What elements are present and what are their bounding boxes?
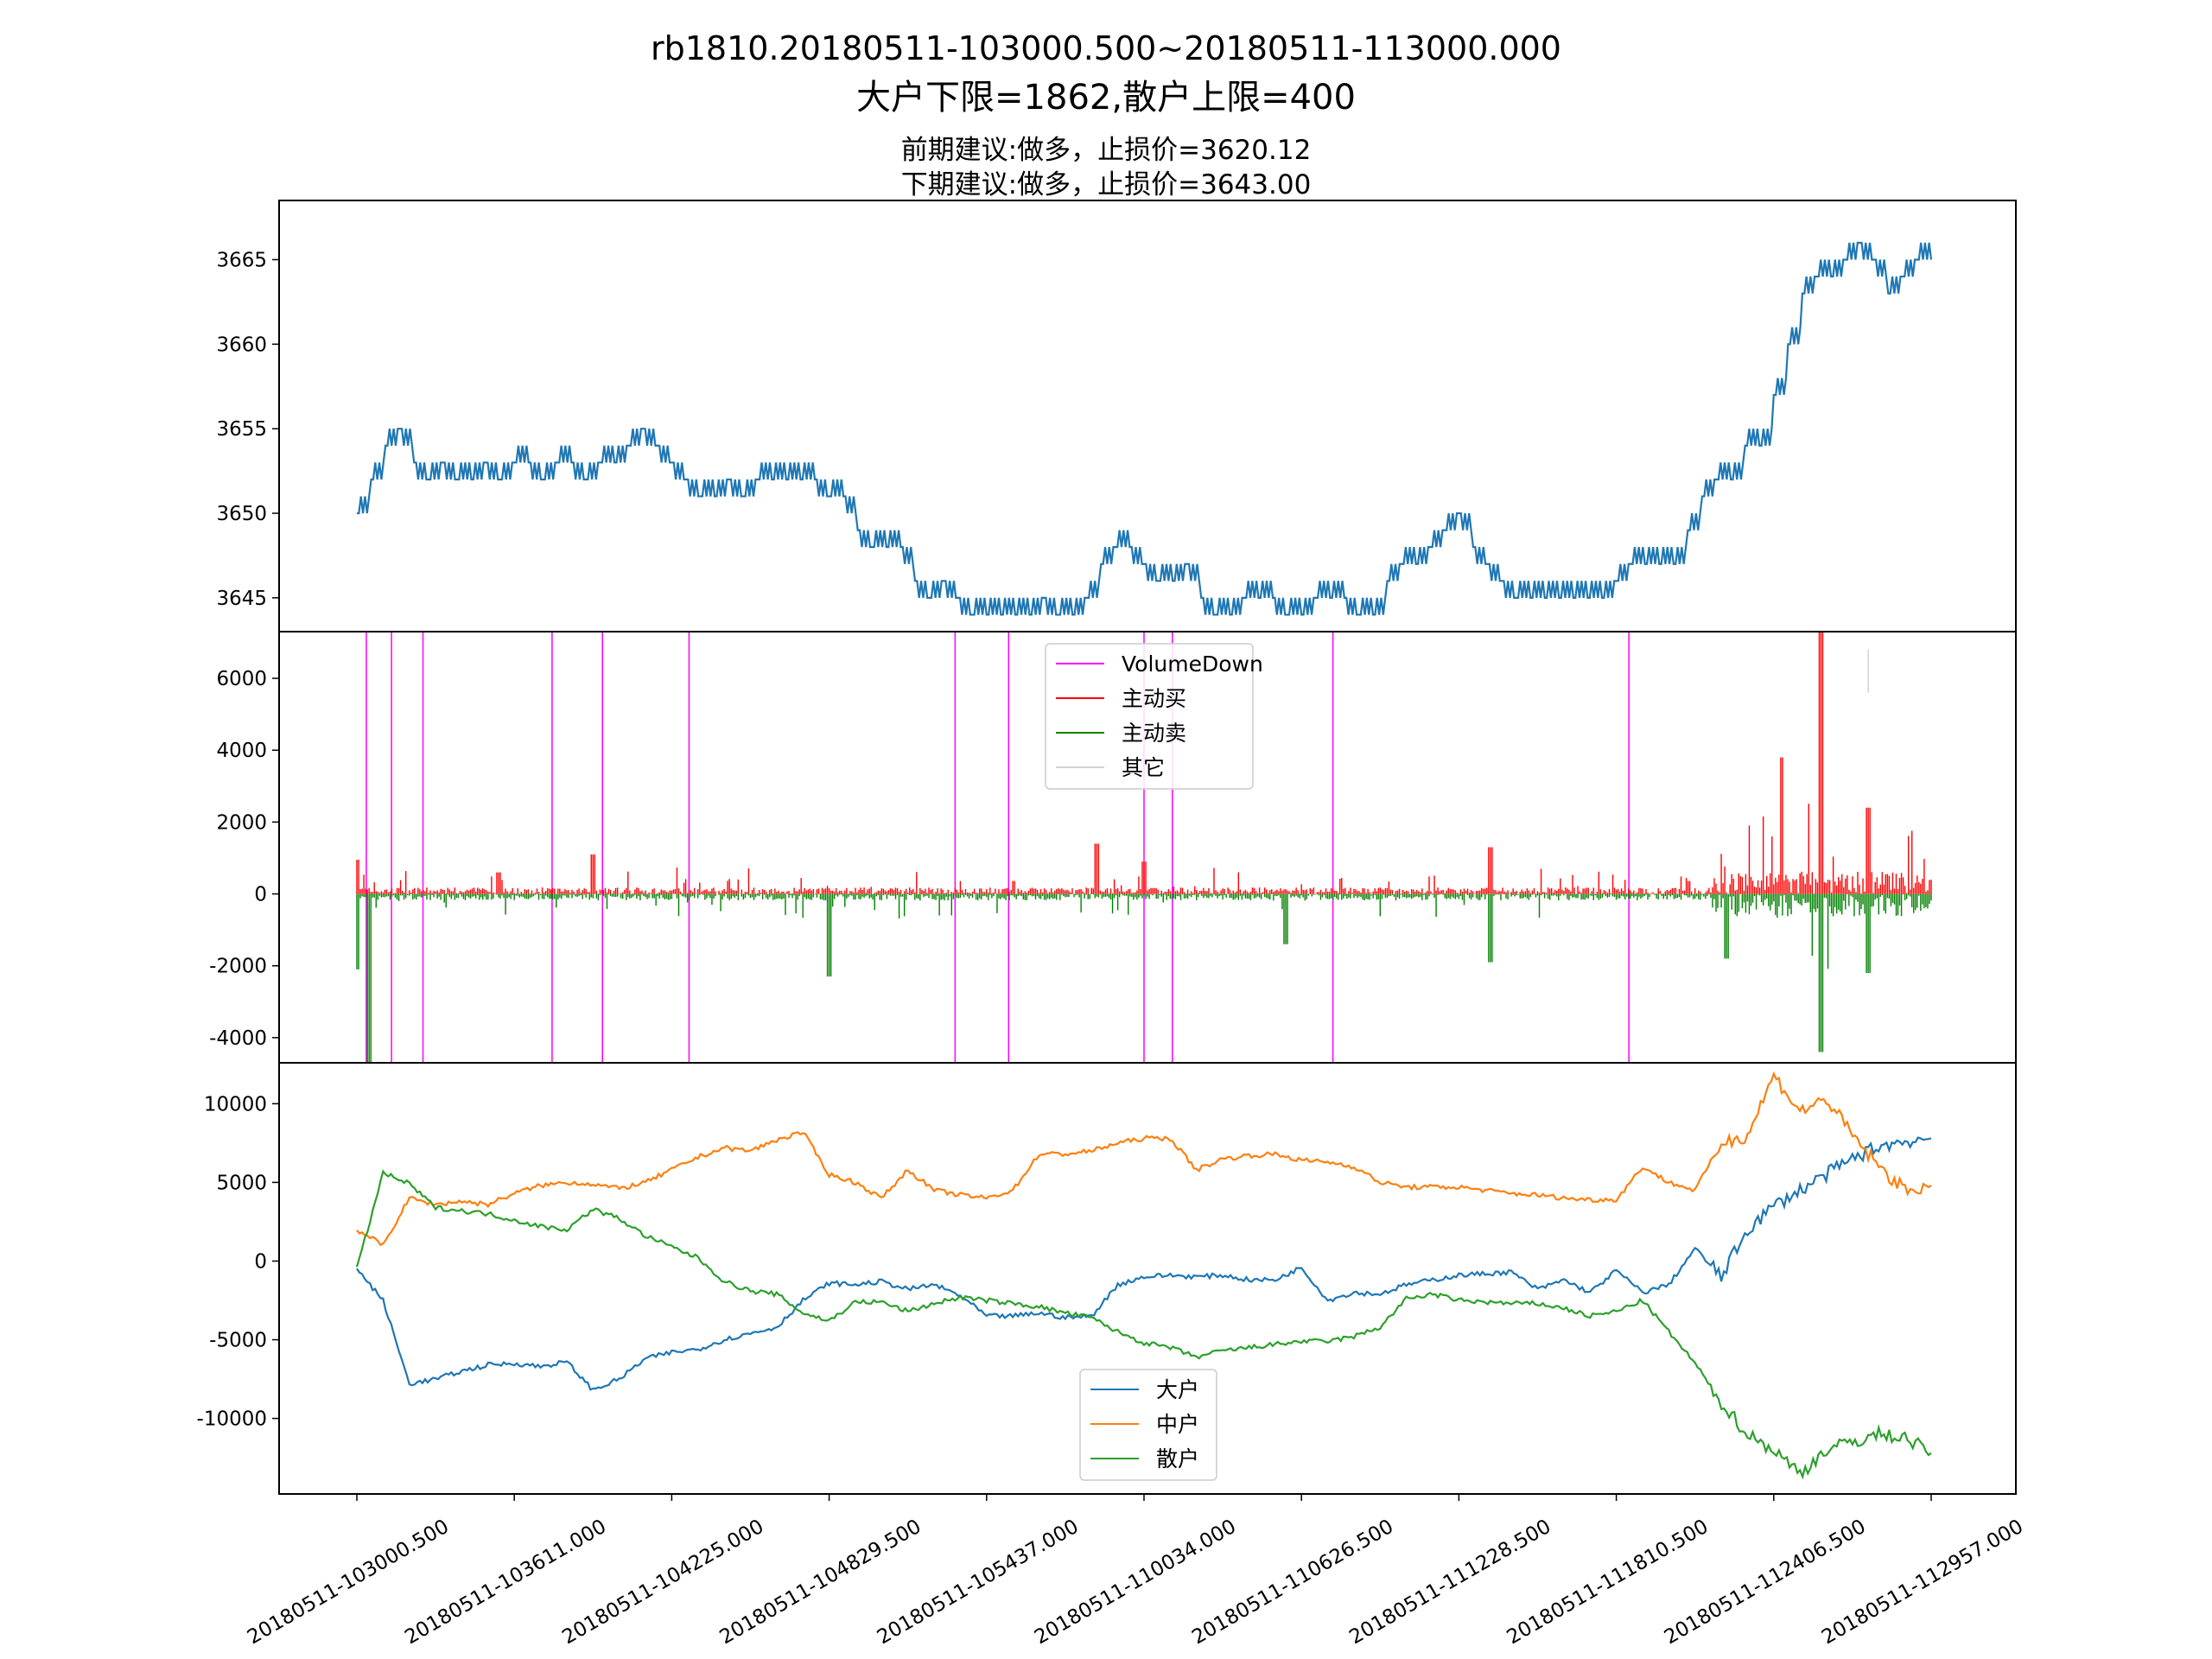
chart-subtitle: 大户下限=1862,散户上限=400 bbox=[856, 78, 1356, 118]
advice-next: 下期建议:做多，止损价=3643.00 bbox=[900, 169, 1312, 200]
volume-ytick-label: -4000 bbox=[209, 1027, 267, 1050]
legend-label: 中户 bbox=[1156, 1412, 1199, 1437]
volume-ytick-label: 4000 bbox=[216, 740, 267, 762]
series-line bbox=[356, 1071, 1932, 1247]
positions-frame bbox=[278, 1062, 2017, 1495]
legend-label: 大户 bbox=[1156, 1377, 1199, 1402]
positions-ytick-label: -5000 bbox=[209, 1330, 267, 1352]
legend-label: 其它 bbox=[1122, 755, 1165, 780]
price-ytick-label: 3645 bbox=[216, 588, 267, 610]
positions-ytick-label: 5000 bbox=[216, 1172, 267, 1194]
legend-label: VolumeDown bbox=[1122, 652, 1263, 677]
series-line bbox=[356, 1136, 1932, 1391]
positions-ytick-label: 10000 bbox=[204, 1093, 267, 1116]
positions-ytick-label: -10000 bbox=[197, 1408, 267, 1431]
chart-title: rb1810.20180511-103000.500~20180511-1130… bbox=[651, 29, 1561, 67]
price-frame bbox=[278, 200, 2017, 632]
volume-panel: -4000 -2000 0 2000 4000 6000 VolumeDown 主动买主动卖其… bbox=[209, 631, 2017, 1064]
price-ytick-label: 3650 bbox=[216, 503, 267, 525]
series-line bbox=[355, 1169, 1932, 1480]
advice-previous: 前期建议:做多，止损价=3620.12 bbox=[900, 135, 1312, 166]
legend-box bbox=[1045, 643, 1254, 790]
x-axis: 20180511-103000.50020180511-103611.00020… bbox=[244, 1494, 2027, 1649]
volume-ytick-label: 0 bbox=[254, 884, 267, 906]
price-line bbox=[357, 241, 1933, 616]
positions-ytick-label: 0 bbox=[254, 1250, 267, 1273]
volume-ytick-label: 6000 bbox=[216, 668, 267, 690]
legend-box bbox=[1079, 1369, 1217, 1481]
legend-label: 主动卖 bbox=[1122, 721, 1186, 746]
legend-label: 散户 bbox=[1156, 1446, 1199, 1471]
volume-ytick-label: 2000 bbox=[216, 811, 267, 834]
price-ytick-label: 3660 bbox=[216, 334, 267, 356]
price-ytick-label: 3665 bbox=[216, 249, 267, 271]
volume-ytick-label: -2000 bbox=[209, 956, 267, 978]
price-ytick-label: 3655 bbox=[216, 418, 267, 441]
legend-label: 主动买 bbox=[1122, 686, 1186, 711]
price-panel: 3645 3650 3655 3660 3665 bbox=[216, 200, 2017, 632]
